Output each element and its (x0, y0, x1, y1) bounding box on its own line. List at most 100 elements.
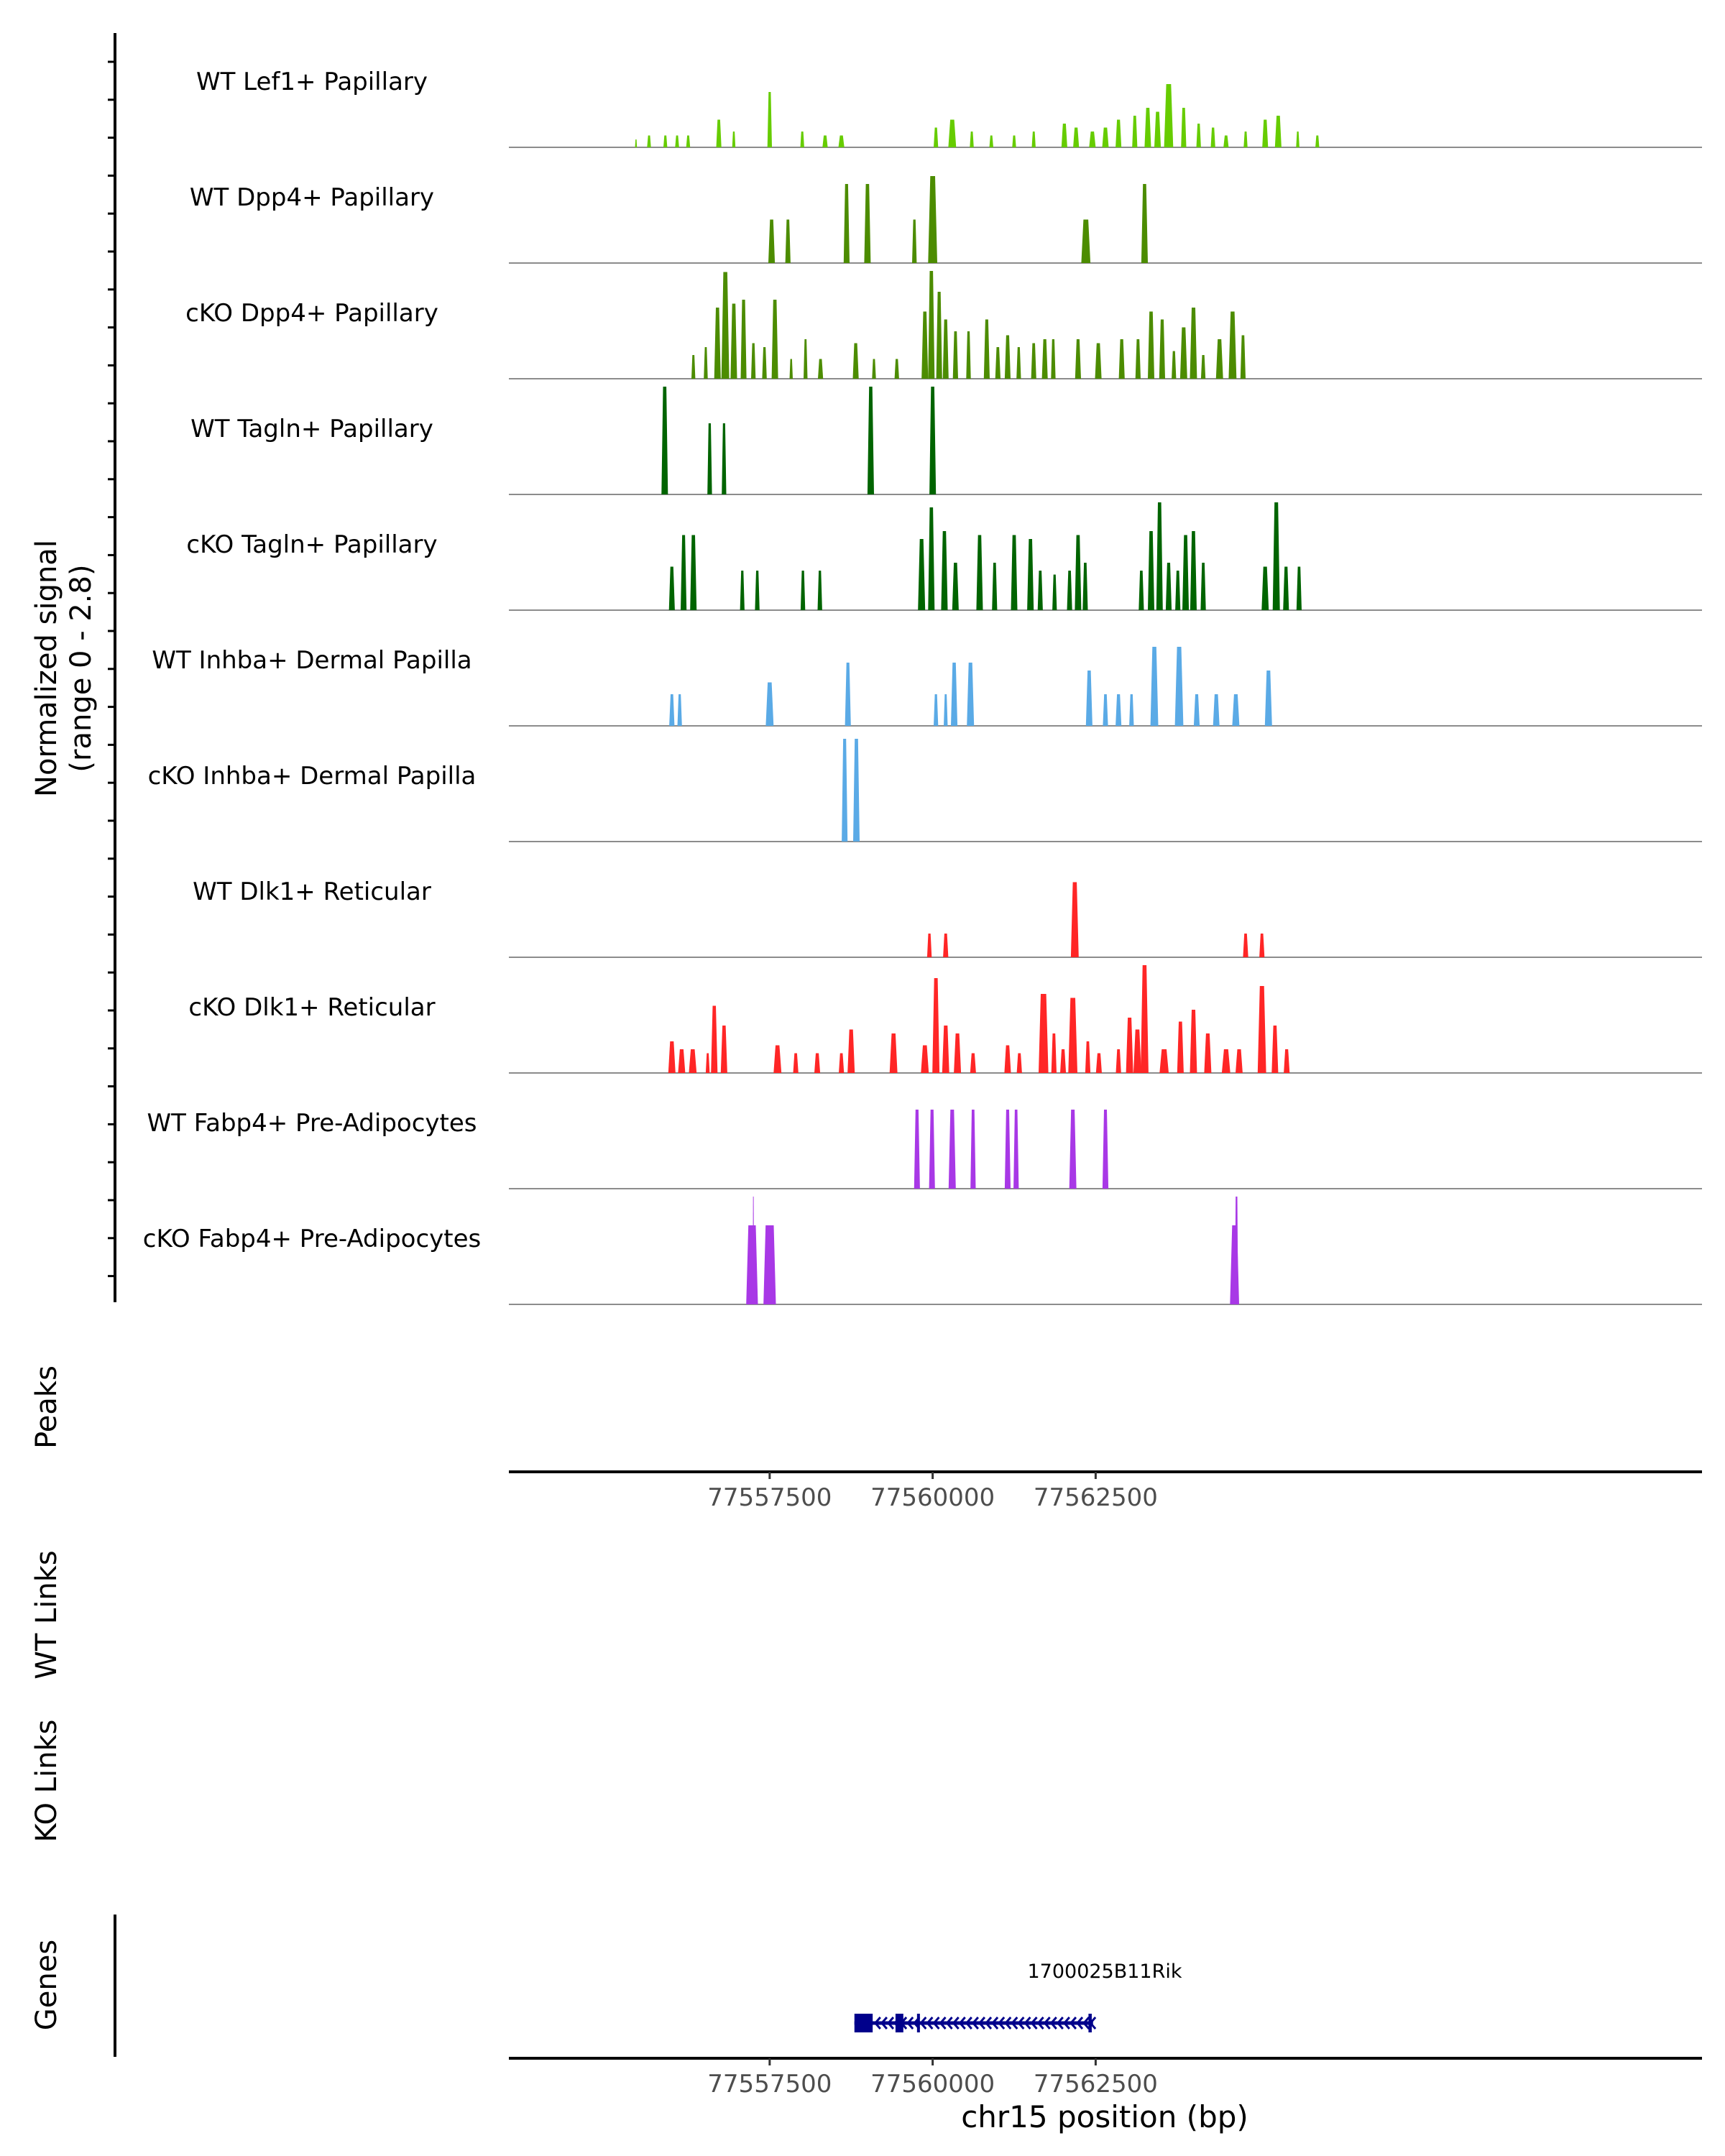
coverage-peak (948, 1110, 956, 1189)
coverage-peak (1284, 1049, 1290, 1073)
x-tick-label: 77562500 (1034, 2070, 1158, 2099)
strand-arrow (939, 2017, 947, 2030)
coverage-peak (934, 127, 939, 147)
track-label: WT Dpp4+ Papillary (190, 183, 434, 212)
gene-exon (1088, 2014, 1092, 2032)
coverage-peak (678, 1049, 686, 1073)
coverage-peak (1070, 882, 1079, 957)
coverage-peak (681, 535, 687, 610)
coverage-peak (773, 1045, 782, 1073)
coverage-peak (732, 132, 736, 147)
coverage-peak (1243, 132, 1248, 147)
coverage-peak (1016, 347, 1021, 379)
coverage-peak (647, 135, 651, 147)
coverage-peak (867, 387, 874, 494)
coverage-peak (1240, 335, 1246, 379)
strand-arrow (1062, 2017, 1070, 2030)
coverage-peak (793, 1053, 799, 1073)
strand-arrow (965, 2017, 972, 2030)
coverage-peak (1095, 1053, 1102, 1073)
x-tick-label: 77560000 (870, 2070, 995, 2099)
coverage-peak (948, 119, 957, 147)
coverage-peak (942, 319, 949, 379)
coverage-peak (691, 355, 696, 379)
coverage-peak (926, 934, 932, 957)
coverage-peak (1264, 671, 1272, 726)
coverage-peak (1164, 84, 1174, 147)
strand-arrow (1011, 2017, 1018, 2030)
coverage-peak (1041, 339, 1048, 379)
coverage-peak (929, 1110, 935, 1189)
coverage-peak (921, 311, 929, 379)
coverage-peak (1069, 1110, 1077, 1189)
coverage-peak (1135, 339, 1141, 379)
coverage-peak (689, 1049, 697, 1073)
coverage-peak (765, 682, 774, 726)
strand-arrow (1049, 2017, 1057, 2030)
coverage-peak (970, 1053, 976, 1073)
strand-arrow (1036, 2017, 1044, 2030)
coverage-peak (970, 1110, 976, 1189)
coverage-peak (1082, 563, 1088, 610)
strand-arrow (1076, 2017, 1084, 2030)
coverage-peak (767, 92, 772, 147)
gene-exon (854, 2014, 873, 2032)
coverage-peak (932, 978, 940, 1073)
coverage-peak (1031, 132, 1036, 147)
signal-range-label: (range 0 - 2.8) (65, 564, 98, 772)
coverage-peak (1296, 566, 1302, 610)
strand-arrow (926, 2017, 934, 2030)
strand-arrow (958, 2017, 966, 2030)
coverage-peak (1261, 566, 1269, 610)
coverage-peak (1116, 694, 1122, 726)
coverage-peak (1223, 135, 1229, 147)
coverage-peak (746, 1225, 758, 1304)
track-label: WT Lef1+ Papillary (196, 68, 428, 96)
coverage-peak (1259, 934, 1265, 957)
coverage-peak (714, 308, 721, 379)
x-axis-title: chr15 position (bp) (961, 2099, 1248, 2134)
coverage-peak (914, 1110, 920, 1189)
x-tick-label: 77557500 (707, 1483, 832, 1512)
coverage-peak (970, 132, 974, 147)
gene-name-label: 1700025B11Rik (1027, 1961, 1182, 1983)
coverage-peak (771, 300, 778, 379)
coverage-peak (721, 272, 730, 379)
coverage-peak (663, 135, 668, 147)
coverage-peak (1175, 571, 1181, 610)
coverage-peak (1060, 1049, 1067, 1073)
coverage-peak (822, 135, 828, 147)
coverage-peak (661, 387, 668, 494)
strand-arrow (998, 2017, 1006, 2030)
coverage-peak (941, 531, 948, 610)
coverage-peak (1075, 535, 1082, 610)
track-label: WT Dlk1+ Reticular (193, 877, 431, 906)
coverage-peak (1174, 647, 1184, 726)
coverage-peak (1039, 994, 1049, 1073)
track: cKO Dpp4+ Papillary (185, 271, 1702, 379)
track: WT Dlk1+ Reticular (193, 877, 1702, 958)
strand-arrow (1017, 2017, 1025, 2030)
coverage-peak (1232, 694, 1240, 726)
coverage-peak (989, 135, 993, 147)
coverage-peak (1159, 319, 1165, 379)
coverage-peak (1141, 965, 1149, 1073)
strand-arrow (1024, 2017, 1031, 2030)
coverage-peak (1116, 119, 1122, 147)
coverage-peak (1075, 339, 1081, 379)
coverage-peak (1141, 184, 1148, 263)
coverage-peak (1235, 1197, 1238, 1304)
coverage-peak (992, 563, 998, 610)
coverage-peak (1031, 343, 1036, 379)
strand-arrow (1004, 2017, 1012, 2030)
coverage-peak (804, 339, 808, 379)
coverage-peak (864, 184, 871, 263)
strand-arrow (1056, 2017, 1064, 2030)
coverage-peak (1243, 934, 1248, 957)
coverage-peak (686, 135, 691, 147)
strand-arrow (991, 2017, 999, 2030)
coverage-peak (912, 219, 917, 263)
coverage-peak (1181, 108, 1187, 147)
track-label: cKO Fabp4+ Pre-Adipocytes (143, 1225, 482, 1253)
